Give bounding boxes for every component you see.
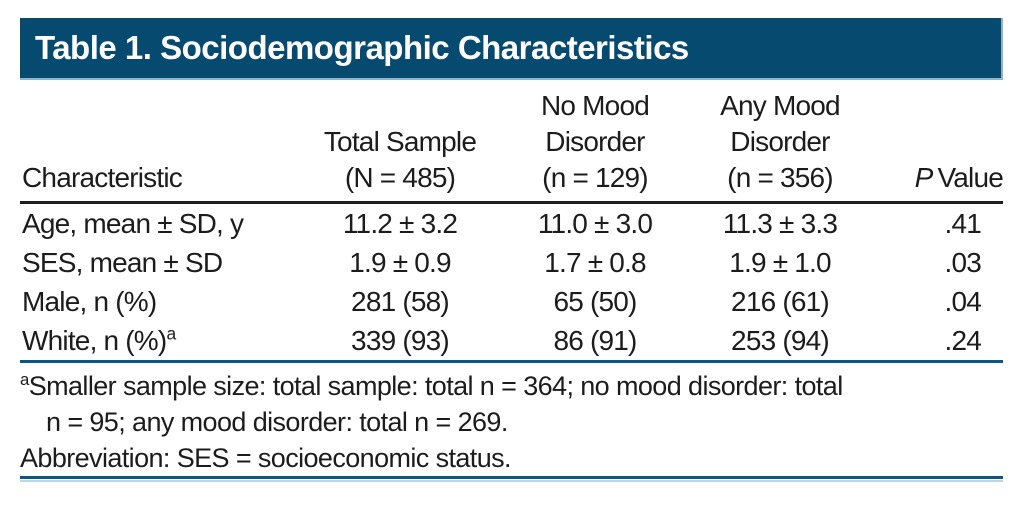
footnote-a-line2: n = 95; any mood disorder: total n = 269…: [46, 407, 508, 437]
table-row-male: Male, n (%) 281 (58) 65 (50) 216 (61) .0…: [20, 282, 1003, 321]
cell-characteristic: SES, mean ± SD: [20, 243, 310, 282]
cell-no-mood: 11.0 ± 3.0: [537, 207, 653, 239]
cell-p-value: .24: [860, 321, 1003, 363]
table-header: Characteristic Total Sample (N = 485) No…: [20, 86, 1004, 204]
header-line: (n = 356): [727, 162, 833, 193]
footnote-marker: a: [166, 323, 176, 344]
cell-characteristic: White, n (%)a: [20, 321, 310, 363]
cell-any-mood: 11.3 ± 3.3: [722, 207, 838, 239]
header-line: (n = 129): [542, 162, 648, 193]
row-label: Male, n (%): [22, 285, 157, 317]
abbreviation-note: Abbreviation: SES = socioeconomic status…: [20, 443, 512, 473]
header-line: Disorder: [545, 126, 645, 157]
table-title-banner: Table 1. Sociodemographic Characteristic…: [20, 18, 1003, 80]
cell-characteristic: Age, mean ± SD, y: [20, 203, 310, 244]
column-header-no-mood-disorder: No Mood Disorder (n = 129): [490, 86, 700, 204]
p-value-label: Value: [937, 162, 1003, 193]
table-row-ses: SES, mean ± SD 1.9 ± 0.9 1.7 ± 0.8 1.9 ±…: [20, 243, 1003, 282]
bottom-rule: [20, 476, 1003, 479]
cell-p-value: .03: [944, 246, 981, 278]
cell-no-mood: 86 (91): [490, 321, 700, 363]
row-label: White, n (%): [22, 324, 167, 356]
cell-any-mood: 1.9 ± 1.0: [729, 246, 831, 278]
footnote-a-marker: a: [20, 370, 29, 389]
column-header-characteristic: Characteristic: [20, 86, 310, 204]
cell-p-value: .04: [944, 285, 981, 317]
cell-no-mood: 1.7 ± 0.8: [544, 246, 646, 278]
row-label: SES, mean ± SD: [22, 246, 223, 278]
cell-no-mood: 65 (50): [553, 285, 637, 317]
column-header-any-mood-disorder: Any Mood Disorder (n = 356): [700, 86, 860, 204]
header-line: Any Mood: [720, 90, 840, 121]
column-header-total-sample: Total Sample (N = 485): [310, 86, 490, 204]
table-row-age: Age, mean ± SD, y 11.2 ± 3.2 11.0 ± 3.0 …: [20, 203, 1003, 244]
cell-total-sample: 281 (58): [351, 285, 450, 317]
header-line: Disorder: [730, 126, 830, 157]
footnote-a-line1: aSmaller sample size: total sample: tota…: [20, 368, 1010, 404]
table-title: Table 1. Sociodemographic Characteristic…: [35, 29, 689, 66]
sociodemographic-table: Characteristic Total Sample (N = 485) No…: [20, 86, 1004, 363]
cell-characteristic: Male, n (%): [20, 282, 310, 321]
footnote-a-text: Smaller sample size: total sample: total…: [28, 371, 843, 401]
cell-total-sample: 1.9 ± 0.9: [349, 246, 451, 278]
cell-total-sample: 339 (93): [310, 321, 490, 363]
table-body: Age, mean ± SD, y 11.2 ± 3.2 11.0 ± 3.0 …: [20, 203, 1003, 363]
row-label: Age, mean ± SD, y: [22, 207, 244, 239]
cell-p-value: .41: [944, 207, 981, 239]
table-row-white: White, n (%)a 339 (93) 86 (91) 253 (94) …: [20, 321, 1003, 363]
cell-any-mood: 216 (61): [731, 285, 830, 317]
column-header-p-value: P Value: [860, 86, 1004, 204]
header-row: Characteristic Total Sample (N = 485) No…: [20, 86, 1004, 204]
cell-total-sample: 11.2 ± 3.2: [342, 207, 458, 239]
bottom-rule-light-edge: [20, 480, 1003, 482]
footnotes: aSmaller sample size: total sample: tota…: [20, 368, 1010, 476]
p-value-italic-p: P: [914, 162, 934, 193]
header-line: Total Sample: [323, 126, 477, 157]
header-line: No Mood: [540, 90, 650, 121]
cell-any-mood: 253 (94): [700, 321, 860, 363]
header-line: (N = 485): [344, 162, 456, 193]
